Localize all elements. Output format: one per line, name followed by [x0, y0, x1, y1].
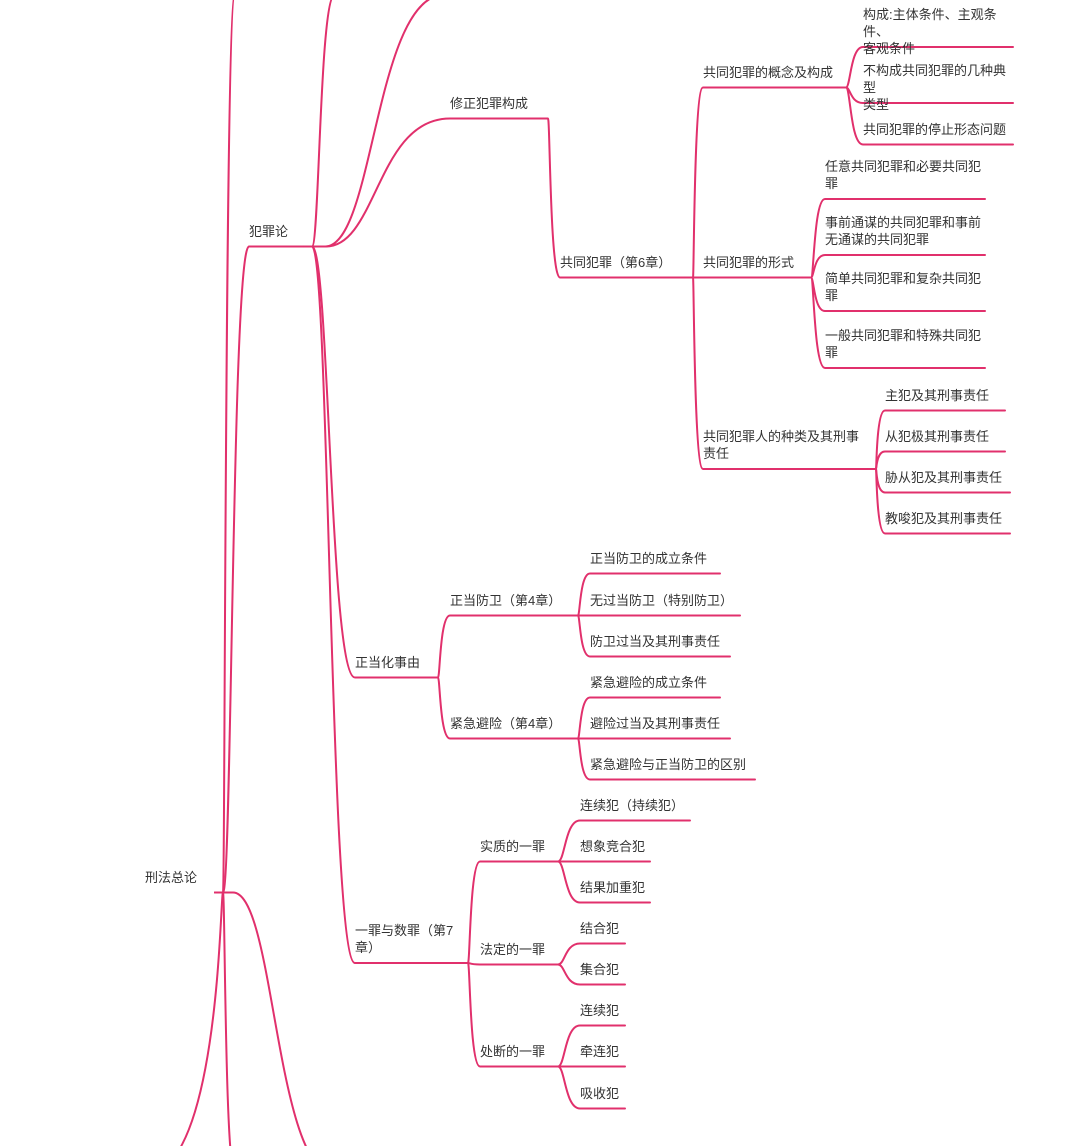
mindmap-node[interactable]: 共同犯罪的停止形态问题 [863, 122, 1013, 139]
mindmap-node[interactable]: 一般共同犯罪和特殊共同犯罪 [825, 328, 985, 362]
mindmap-node[interactable]: 防卫过当及其刑事责任 [590, 634, 730, 651]
mindmap-node[interactable]: 牵连犯 [580, 1044, 625, 1061]
mindmap-node[interactable]: 紧急避险（第4章） [450, 716, 570, 733]
mindmap-node[interactable]: 构成:主体条件、主观条件、客观条件 [863, 7, 1013, 58]
mindmap-node[interactable]: 连续犯（持续犯） [580, 798, 690, 815]
mindmap-node[interactable]: 主犯及其刑事责任 [885, 388, 1005, 405]
mindmap-node[interactable]: 刑法总论 [145, 870, 215, 887]
mindmap-node[interactable]: 集合犯 [580, 962, 625, 979]
mindmap-node[interactable]: 一罪与数罪（第7章） [355, 923, 460, 957]
mindmap-node[interactable]: 胁从犯及其刑事责任 [885, 470, 1010, 487]
mindmap-node[interactable]: 无过当防卫（特别防卫） [590, 593, 740, 610]
mindmap-node[interactable]: 避险过当及其刑事责任 [590, 716, 730, 733]
mindmap-node[interactable]: 实质的一罪 [480, 839, 550, 856]
mindmap-node[interactable]: 修正犯罪构成 [450, 96, 540, 113]
mindmap-node[interactable]: 任意共同犯罪和必要共同犯罪 [825, 159, 985, 193]
mindmap-node[interactable]: 紧急避险与正当防卫的区别 [590, 757, 755, 774]
mindmap-node[interactable]: 犯罪论 [249, 224, 304, 241]
mindmap-node[interactable]: 不构成共同犯罪的几种典型类型 [863, 63, 1013, 114]
mindmap-node[interactable]: 共同犯罪的形式 [703, 255, 803, 272]
mindmap-node[interactable]: 连续犯 [580, 1003, 625, 1020]
mindmap-node[interactable]: 事前通谋的共同犯罪和事前无通谋的共同犯罪 [825, 215, 985, 249]
mindmap-node[interactable]: 共同犯罪人的种类及其刑事责任 [703, 429, 868, 463]
mindmap-node[interactable]: 教唆犯及其刑事责任 [885, 511, 1010, 528]
mindmap-node[interactable]: 从犯极其刑事责任 [885, 429, 1005, 446]
mindmap-node[interactable]: 想象竞合犯 [580, 839, 650, 856]
mindmap-node[interactable]: 法定的一罪 [480, 942, 550, 959]
mindmap-node[interactable]: 正当防卫（第4章） [450, 593, 570, 610]
mindmap-node[interactable]: 紧急避险的成立条件 [590, 675, 720, 692]
mindmap-node[interactable]: 简单共同犯罪和复杂共同犯罪 [825, 271, 985, 305]
mindmap-node[interactable]: 处断的一罪 [480, 1044, 550, 1061]
mindmap-node[interactable]: 结合犯 [580, 921, 625, 938]
mindmap-node[interactable]: 共同犯罪（第6章） [560, 255, 685, 272]
mindmap-node[interactable]: 结果加重犯 [580, 880, 650, 897]
mindmap-node[interactable]: 共同犯罪的概念及构成 [703, 65, 838, 82]
mindmap-stage: 刑法总论 犯罪论 修正犯罪构成共同犯罪（第6章） 共同犯罪的概念及构成 构成:主体条件、… [0, 0, 1080, 1146]
mindmap-labels-layer: 刑法总论 犯罪论 修正犯罪构成共同犯罪（第6章） 共同犯罪的概念及构成 构成:主体条件、… [0, 0, 1080, 1146]
mindmap-node[interactable]: 正当化事由 [355, 655, 430, 672]
mindmap-node[interactable]: 正当防卫的成立条件 [590, 551, 720, 568]
mindmap-node[interactable]: 吸收犯 [580, 1086, 625, 1103]
